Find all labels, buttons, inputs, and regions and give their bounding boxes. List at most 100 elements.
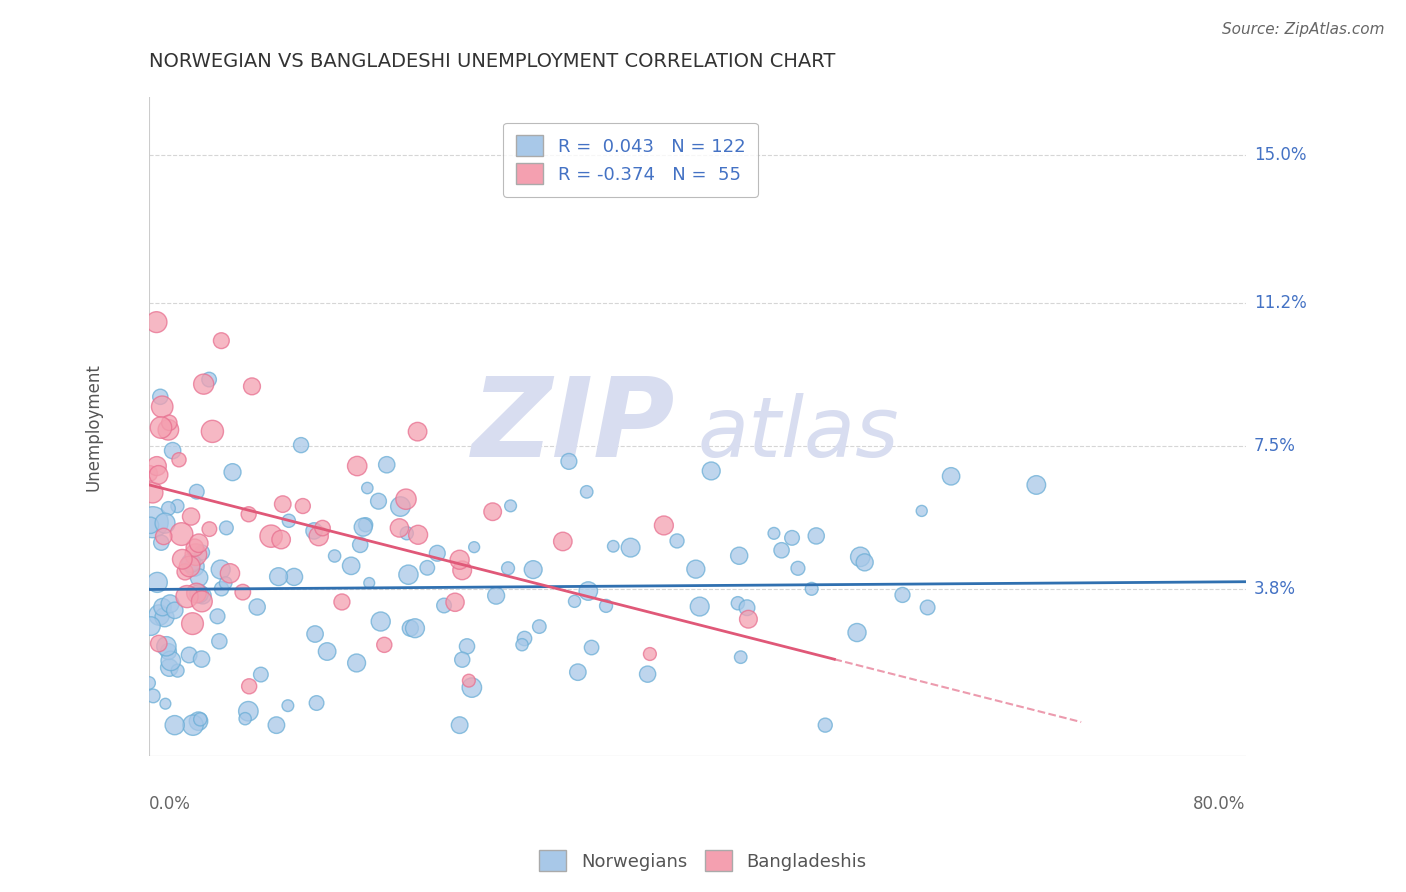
Point xyxy=(451,563,474,577)
Point xyxy=(461,681,484,695)
Point xyxy=(191,545,214,559)
Point xyxy=(395,492,418,507)
Point xyxy=(727,596,749,610)
Text: Source: ZipAtlas.com: Source: ZipAtlas.com xyxy=(1222,22,1385,37)
Point xyxy=(780,531,803,545)
Point xyxy=(191,594,214,608)
Point xyxy=(302,524,325,538)
Point xyxy=(180,556,202,570)
Point xyxy=(209,562,232,576)
Point xyxy=(277,514,299,528)
Point xyxy=(187,714,209,728)
Point xyxy=(190,652,212,666)
Point xyxy=(267,569,290,583)
Point xyxy=(762,526,785,541)
Point xyxy=(163,718,186,732)
Point xyxy=(233,712,256,726)
Point xyxy=(238,508,260,522)
Point xyxy=(188,712,211,726)
Point xyxy=(187,536,209,550)
Point xyxy=(404,621,426,635)
Point xyxy=(529,619,551,633)
Point xyxy=(146,459,169,474)
Point xyxy=(433,599,456,613)
Point xyxy=(157,423,180,437)
Point xyxy=(152,529,174,543)
Point xyxy=(148,636,170,650)
Point xyxy=(567,665,589,680)
Point xyxy=(367,494,389,508)
Point xyxy=(346,458,368,473)
Point xyxy=(728,549,751,563)
Point xyxy=(188,587,211,601)
Point xyxy=(157,416,180,430)
Point xyxy=(198,373,221,387)
Point xyxy=(193,377,215,392)
Point xyxy=(211,582,233,596)
Text: ZIP: ZIP xyxy=(472,373,675,480)
Point xyxy=(638,647,661,661)
Point xyxy=(149,390,172,404)
Point xyxy=(238,704,260,718)
Point xyxy=(232,585,254,599)
Point xyxy=(221,465,243,479)
Point xyxy=(666,533,689,548)
Point xyxy=(207,609,229,624)
Point xyxy=(157,660,180,674)
Point xyxy=(209,334,232,348)
Point xyxy=(149,420,172,434)
Point xyxy=(150,535,173,549)
Point xyxy=(138,676,160,690)
Point xyxy=(174,565,197,579)
Point xyxy=(145,315,167,329)
Point xyxy=(179,559,201,574)
Point xyxy=(139,518,162,533)
Text: Unemployment: Unemployment xyxy=(84,363,103,491)
Point xyxy=(188,570,211,584)
Point xyxy=(266,718,288,732)
Point xyxy=(399,621,422,635)
Point xyxy=(166,499,188,513)
Point xyxy=(152,600,174,615)
Point xyxy=(406,425,429,439)
Point xyxy=(139,619,162,633)
Point xyxy=(375,458,398,472)
Point xyxy=(283,570,305,584)
Point xyxy=(155,697,177,711)
Point xyxy=(510,638,533,652)
Point xyxy=(167,452,190,467)
Point xyxy=(142,515,165,529)
Point xyxy=(183,559,205,574)
Point xyxy=(457,673,479,688)
Point xyxy=(191,589,214,603)
Point xyxy=(180,509,202,524)
Point xyxy=(499,499,522,513)
Point xyxy=(215,521,238,535)
Point xyxy=(398,567,420,582)
Point xyxy=(581,640,603,655)
Point xyxy=(346,656,368,670)
Point xyxy=(522,563,544,577)
Point xyxy=(463,540,485,554)
Point xyxy=(305,696,328,710)
Point xyxy=(416,561,439,575)
Point xyxy=(637,667,659,681)
Point xyxy=(162,443,184,458)
Point xyxy=(148,467,170,482)
Point xyxy=(730,650,752,665)
Point xyxy=(444,595,467,609)
Point xyxy=(911,504,934,518)
Point xyxy=(939,469,962,483)
Point xyxy=(250,667,273,681)
Point xyxy=(159,654,181,668)
Point xyxy=(917,600,939,615)
Point xyxy=(148,607,170,622)
Point xyxy=(787,561,810,575)
Point xyxy=(689,599,711,614)
Point xyxy=(451,653,474,667)
Point xyxy=(330,595,353,609)
Point xyxy=(389,500,412,514)
Legend: Norwegians, Bangladeshis: Norwegians, Bangladeshis xyxy=(531,843,875,879)
Point xyxy=(142,689,165,703)
Point xyxy=(406,528,429,542)
